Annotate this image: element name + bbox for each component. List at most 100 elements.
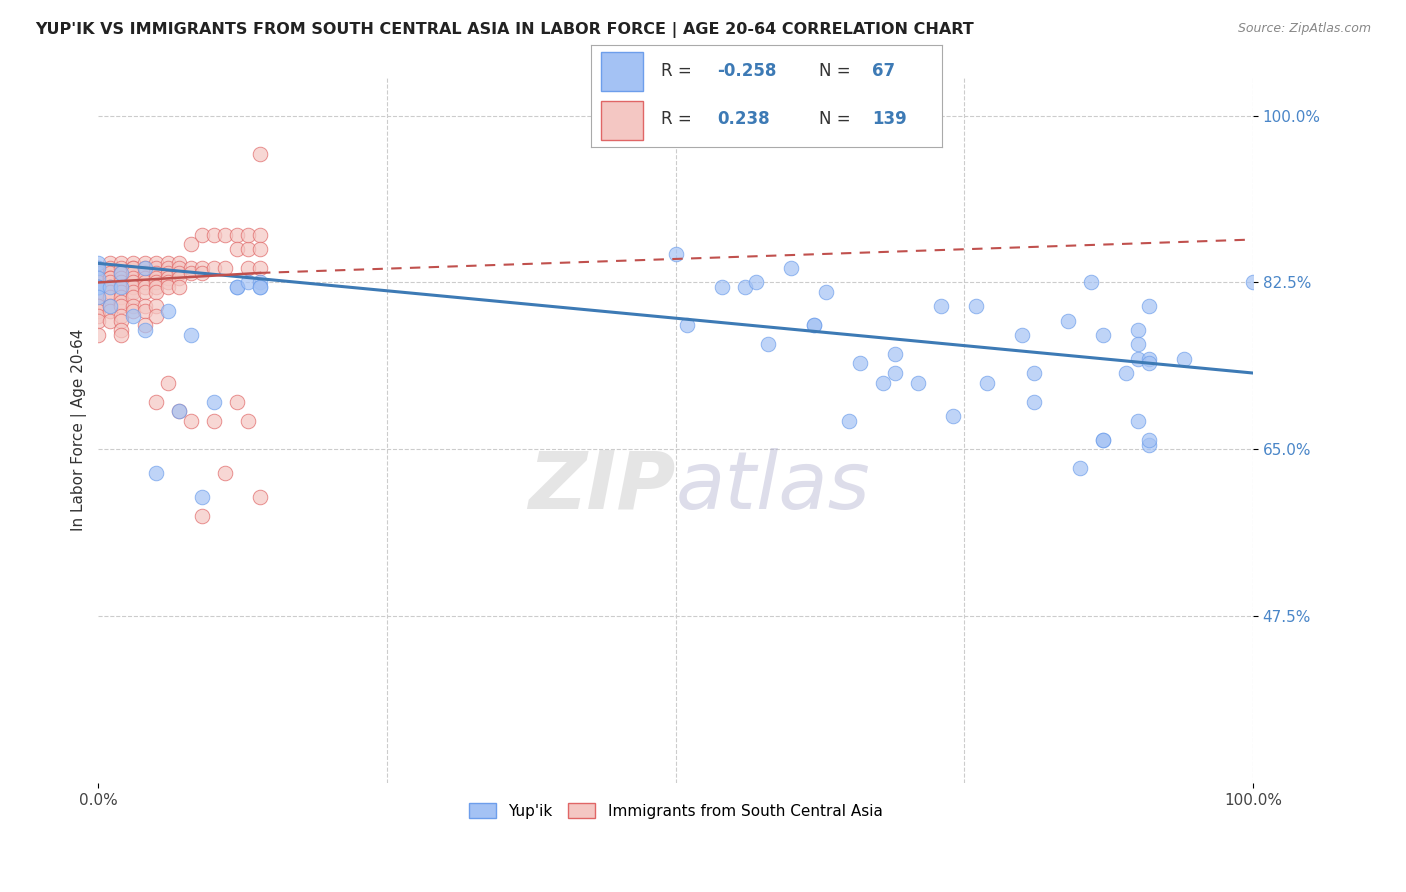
Point xyxy=(87,327,110,342)
Point xyxy=(145,280,167,294)
Point xyxy=(98,299,121,313)
Point xyxy=(87,261,110,276)
Point xyxy=(98,280,121,294)
Point xyxy=(745,276,768,290)
Point xyxy=(87,313,110,327)
Point xyxy=(134,323,156,337)
Point xyxy=(1173,351,1195,366)
Point xyxy=(110,309,132,323)
Point xyxy=(134,304,156,318)
Text: atlas: atlas xyxy=(676,448,870,525)
Point xyxy=(814,285,837,299)
Text: R =: R = xyxy=(661,111,702,128)
Point xyxy=(156,270,179,285)
Point xyxy=(202,261,225,276)
Point xyxy=(87,285,110,299)
Point xyxy=(249,242,271,256)
Text: YUP'IK VS IMMIGRANTS FROM SOUTH CENTRAL ASIA IN LABOR FORCE | AGE 20-64 CORRELAT: YUP'IK VS IMMIGRANTS FROM SOUTH CENTRAL … xyxy=(35,22,974,38)
Point xyxy=(225,280,247,294)
Point xyxy=(238,227,260,242)
Text: -0.258: -0.258 xyxy=(717,62,776,80)
Point xyxy=(180,261,202,276)
Point xyxy=(1091,433,1114,447)
Point xyxy=(202,394,225,409)
Point xyxy=(1126,337,1149,351)
Point xyxy=(191,261,214,276)
Point xyxy=(156,261,179,276)
Point xyxy=(191,227,214,242)
Text: Source: ZipAtlas.com: Source: ZipAtlas.com xyxy=(1237,22,1371,36)
Point xyxy=(1091,327,1114,342)
Point xyxy=(110,327,132,342)
Point xyxy=(214,261,236,276)
Text: 139: 139 xyxy=(872,111,907,128)
Point xyxy=(134,261,156,276)
Point xyxy=(134,266,156,280)
Point xyxy=(167,404,190,418)
Point xyxy=(87,261,110,276)
Point xyxy=(122,290,145,304)
Point xyxy=(110,270,132,285)
Point xyxy=(202,227,225,242)
Point xyxy=(872,376,894,390)
Point xyxy=(1137,433,1160,447)
Point xyxy=(134,256,156,270)
Point xyxy=(98,290,121,304)
Point xyxy=(110,323,132,337)
Text: 0.238: 0.238 xyxy=(717,111,769,128)
FancyBboxPatch shape xyxy=(602,101,644,140)
Point xyxy=(1126,351,1149,366)
Point xyxy=(225,227,247,242)
Text: 67: 67 xyxy=(872,62,894,80)
Point xyxy=(98,270,121,285)
Point xyxy=(110,290,132,304)
Text: ZIP: ZIP xyxy=(529,448,676,525)
Point xyxy=(180,414,202,428)
Point xyxy=(87,280,110,294)
Point xyxy=(202,414,225,428)
Point xyxy=(191,490,214,504)
Point xyxy=(87,276,110,290)
Point xyxy=(780,261,803,276)
Point xyxy=(122,276,145,290)
Point xyxy=(98,304,121,318)
Point xyxy=(1091,433,1114,447)
Point xyxy=(145,394,167,409)
Point xyxy=(156,276,179,290)
Point xyxy=(167,266,190,280)
Point xyxy=(98,313,121,327)
Point xyxy=(145,309,167,323)
Point xyxy=(110,294,132,309)
Point xyxy=(110,261,132,276)
Point xyxy=(1022,394,1045,409)
Point xyxy=(87,299,110,313)
Point xyxy=(110,313,132,327)
Point xyxy=(87,280,110,294)
Point xyxy=(249,276,271,290)
Point xyxy=(976,376,998,390)
Point xyxy=(225,242,247,256)
Point xyxy=(145,256,167,270)
Point xyxy=(249,227,271,242)
Point xyxy=(145,299,167,313)
Point xyxy=(907,376,929,390)
Point xyxy=(98,266,121,280)
Point xyxy=(145,285,167,299)
Point xyxy=(110,266,132,280)
Point xyxy=(87,304,110,318)
Point xyxy=(167,280,190,294)
Point xyxy=(122,270,145,285)
Point xyxy=(87,299,110,313)
Point xyxy=(191,266,214,280)
Point xyxy=(134,318,156,333)
Point xyxy=(249,490,271,504)
Point xyxy=(238,414,260,428)
Point xyxy=(225,394,247,409)
Point xyxy=(156,376,179,390)
Point xyxy=(1137,299,1160,313)
Point xyxy=(1137,351,1160,366)
Point xyxy=(122,266,145,280)
Point xyxy=(87,270,110,285)
Point xyxy=(710,280,733,294)
Point xyxy=(884,366,907,380)
